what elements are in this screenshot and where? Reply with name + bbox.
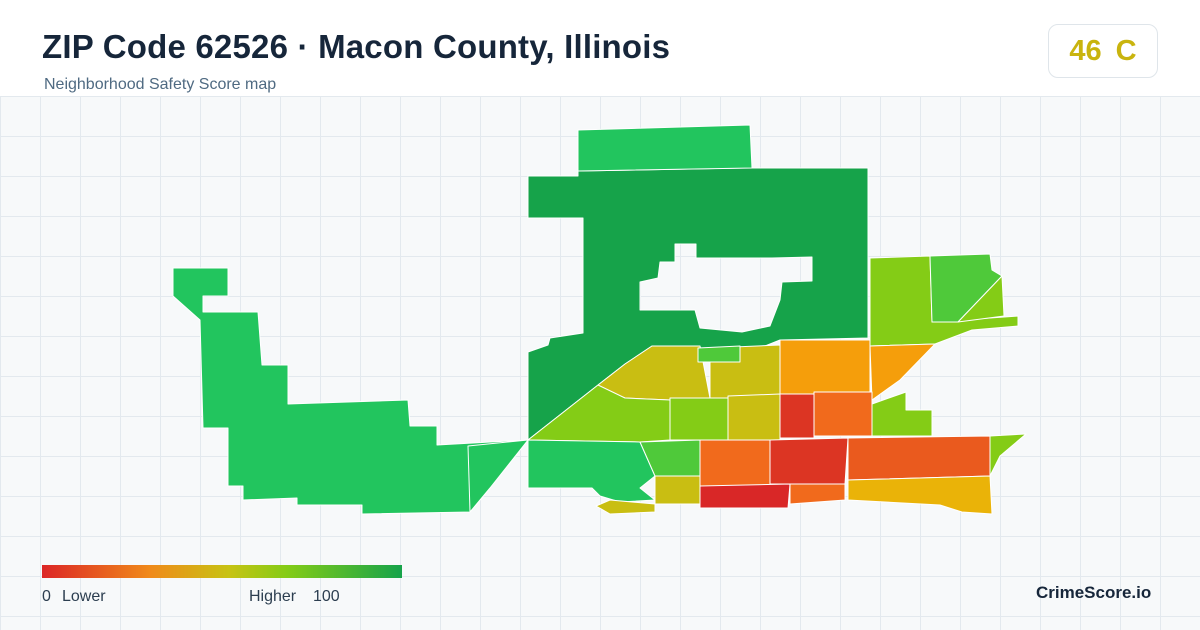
map-region-east-lime[interactable] xyxy=(872,392,932,436)
brand-logo-text: CrimeScore.io xyxy=(1036,583,1151,603)
legend-min-value: 0 xyxy=(42,588,51,606)
map-region-west-tail[interactable] xyxy=(468,440,528,512)
map-region-mid-red[interactable] xyxy=(780,394,814,438)
map-region-lower-orange-2[interactable] xyxy=(790,484,845,504)
map-region-lower-yellow[interactable] xyxy=(655,476,700,504)
map-region-lower-deepred[interactable] xyxy=(700,484,790,508)
map-region-center-orange[interactable] xyxy=(780,340,870,394)
map-region-mid-darkorange[interactable] xyxy=(814,392,872,436)
legend-color-scale xyxy=(42,565,402,578)
map-region-lower-red[interactable] xyxy=(770,438,848,484)
map-region-central-green-small[interactable] xyxy=(698,346,740,362)
legend-min-label: Lower xyxy=(62,588,106,606)
map-region-east-redorange[interactable] xyxy=(848,436,990,480)
map-region-lower-green[interactable] xyxy=(528,440,655,502)
map-region-mid-lime-2[interactable] xyxy=(670,398,728,440)
map-region-mid-yellow[interactable] xyxy=(728,394,780,440)
map-region-southeast-amber[interactable] xyxy=(848,476,992,514)
legend-max-label: Higher xyxy=(249,588,296,606)
map-region-east-orange[interactable] xyxy=(870,344,935,400)
map-region-north-top[interactable] xyxy=(578,125,752,171)
map-region-east-lime-tail[interactable] xyxy=(990,434,1026,476)
map-region-lower-amber-strip[interactable] xyxy=(596,500,655,514)
legend-max-value: 100 xyxy=(313,588,340,606)
map-region-lower-orange[interactable] xyxy=(700,440,770,486)
